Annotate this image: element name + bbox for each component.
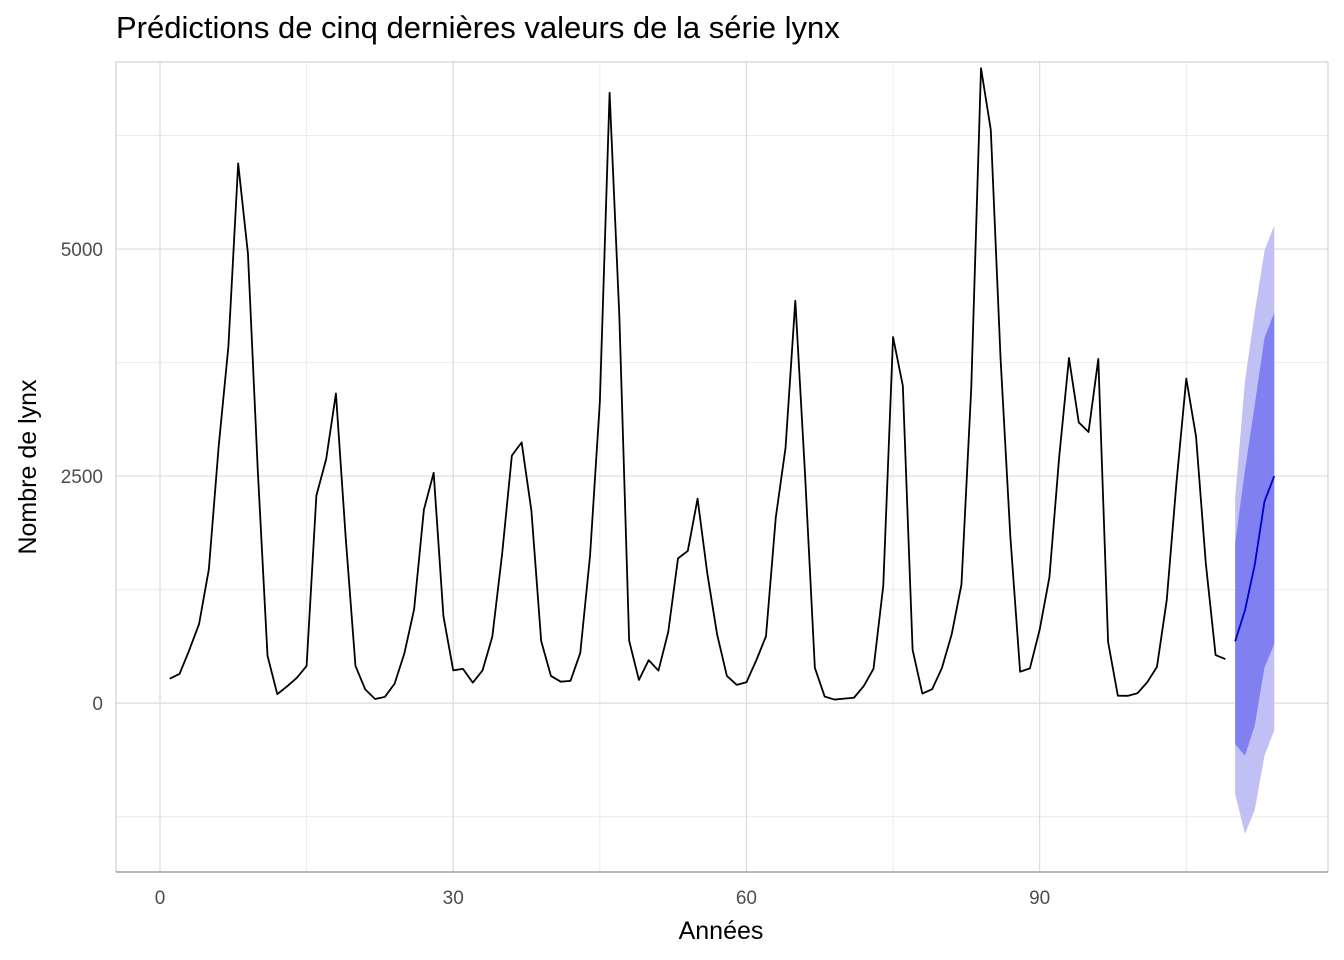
x-axis-title: Années xyxy=(679,917,764,945)
y-tick-label: 2500 xyxy=(61,467,103,488)
series-lines xyxy=(169,67,1276,701)
x-tick-label: 0 xyxy=(155,888,166,909)
forecast-line xyxy=(1234,475,1276,642)
x-tick-label: 30 xyxy=(443,888,464,909)
grid-layer xyxy=(116,62,1328,872)
chart-title: Prédictions de cinq dernières valeurs de… xyxy=(116,10,840,45)
interval-band-80pct xyxy=(1235,312,1275,756)
forecast-bands xyxy=(1235,225,1275,834)
tick-labels: 0 30 60 90 0 2500 5000 xyxy=(61,240,1051,909)
y-tick-label: 5000 xyxy=(61,240,103,261)
y-axis-title: Nombre de lynx xyxy=(14,379,42,555)
observed-line xyxy=(169,67,1226,701)
x-tick-label: 60 xyxy=(736,888,757,909)
x-tick-label: 90 xyxy=(1029,888,1050,909)
y-tick-label: 0 xyxy=(92,694,103,715)
axes xyxy=(115,61,1329,873)
panel-border xyxy=(115,61,1329,873)
